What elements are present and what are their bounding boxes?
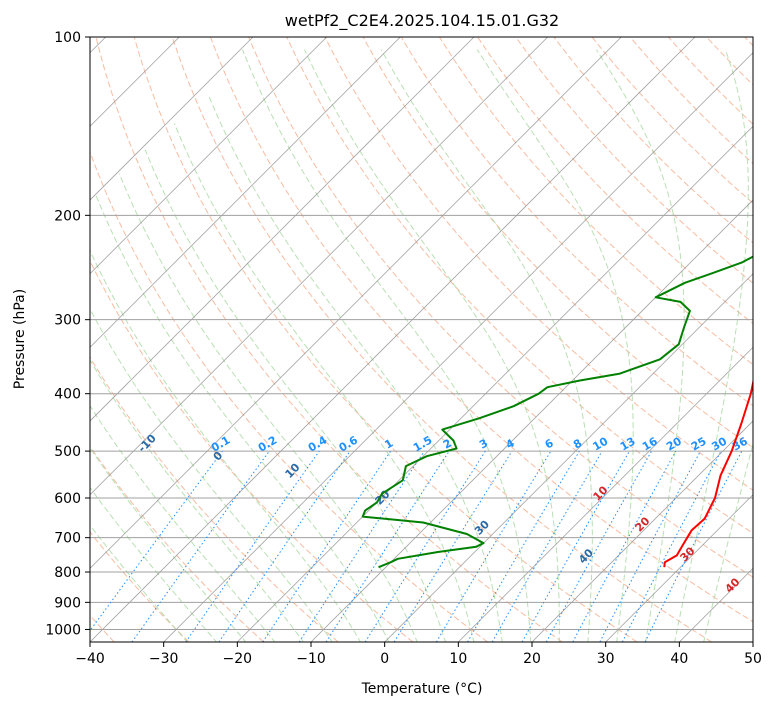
- y-tick-label: 200: [54, 208, 81, 224]
- x-tick-label: 40: [670, 651, 688, 667]
- y-tick-label: 800: [54, 565, 81, 581]
- y-tick-label: 1000: [45, 622, 81, 638]
- y-tick-label: 400: [54, 387, 81, 403]
- x-tick-label: −30: [149, 651, 179, 667]
- y-tick-label: 300: [54, 313, 81, 329]
- y-tick-label: 700: [54, 531, 81, 547]
- y-tick-label: 600: [54, 491, 81, 507]
- x-tick-label: −40: [75, 651, 105, 667]
- x-axis-label: Temperature (°C): [361, 681, 483, 697]
- y-axis-label: Pressure (hPa): [12, 289, 28, 389]
- chart-title: wetPf2_C2E4.2025.104.15.01.G32: [285, 11, 559, 31]
- y-tick-label: 500: [54, 444, 81, 460]
- y-tick-label: 100: [54, 30, 81, 46]
- x-tick-label: −20: [223, 651, 253, 667]
- y-tick-label: 900: [54, 595, 81, 611]
- x-tick-label: 50: [744, 651, 762, 667]
- x-tick-label: 10: [449, 651, 467, 667]
- x-tick-label: −10: [296, 651, 326, 667]
- x-tick-label: 30: [597, 651, 615, 667]
- x-tick-label: 0: [380, 651, 389, 667]
- x-tick-label: 20: [523, 651, 541, 667]
